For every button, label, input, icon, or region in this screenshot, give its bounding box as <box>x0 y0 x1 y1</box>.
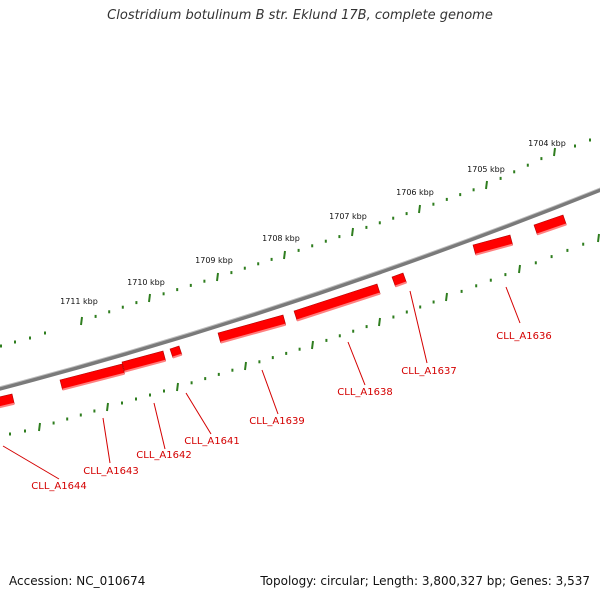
major-tick <box>485 180 488 190</box>
major-tick <box>283 250 286 260</box>
kbp-label-group: 1704 kbp 1705 kbp 1706 kbp 1707 kbp 1708 kbp… <box>60 139 566 306</box>
gene-feature-shadow <box>62 372 125 391</box>
gene-leader-line <box>2 445 60 480</box>
gene-feature-shadow <box>0 402 15 409</box>
gene-feature-shadow <box>395 281 407 288</box>
major-tick <box>351 227 354 237</box>
major-tick <box>597 233 600 243</box>
gene-feature <box>217 314 287 344</box>
gene-leader-line <box>153 402 166 450</box>
kbp-label: 1709 kbp <box>195 256 233 265</box>
major-tick <box>418 204 421 214</box>
gene-label: CLL_A1638 <box>337 387 392 398</box>
gene-feature <box>293 283 381 321</box>
kbp-label: 1710 kbp <box>127 278 165 287</box>
gene-label: CLL_A1643 <box>83 466 138 477</box>
map-title: Clostridium botulinum B str. Eklund 17B,… <box>107 8 493 23</box>
gene-feature-shadow <box>296 292 381 322</box>
gene-feature-shadow <box>124 359 166 373</box>
kbp-label: 1704 kbp <box>528 139 566 148</box>
major-tick <box>244 361 247 371</box>
accession-text: Accession: NC_010674 <box>9 574 146 588</box>
gene-feature <box>533 214 567 235</box>
gene-leader-line <box>505 286 521 324</box>
gene-feature-group <box>0 214 567 409</box>
gene-leader-line <box>409 290 428 364</box>
gene-leader-line <box>185 392 212 435</box>
outer-tick-track <box>0 138 591 348</box>
gene-label: CLL_A1639 <box>249 416 304 427</box>
major-tick <box>378 317 381 327</box>
gene-label-group: CLL_A1636 CLL_A1637 CLL_A1638 CLL_A1639 CLL_… <box>31 331 551 492</box>
gene-feature-shadow <box>475 243 513 256</box>
gene-leader-line <box>347 341 366 386</box>
major-tick <box>80 316 83 326</box>
gene-feature-shadow <box>172 353 183 359</box>
gene-feature-shadow <box>220 323 286 344</box>
major-tick <box>38 422 41 432</box>
gene-label: CLL_A1637 <box>401 366 456 377</box>
genome-backbone-highlight <box>0 187 600 388</box>
major-tick <box>216 272 219 282</box>
gene-leader-group <box>2 286 521 480</box>
major-tick <box>553 147 556 157</box>
major-tick <box>311 340 314 350</box>
major-tick <box>518 264 521 274</box>
gene-leader-line <box>102 417 111 464</box>
kbp-label: 1708 kbp <box>262 234 300 243</box>
gene-label: CLL_A1642 <box>136 450 191 461</box>
major-tick <box>148 293 151 303</box>
gene-leader-line <box>261 369 279 415</box>
genome-backbone <box>0 187 600 391</box>
kbp-label: 1705 kbp <box>467 165 505 174</box>
major-tick <box>445 292 448 302</box>
kbp-label: 1711 kbp <box>60 297 98 306</box>
topology-summary-text: Topology: circular; Length: 3,800,327 bp… <box>260 574 590 588</box>
gene-label: CLL_A1636 <box>496 331 551 342</box>
inner-tick-track <box>9 233 600 436</box>
major-tick <box>176 382 179 392</box>
gene-feature-shadow <box>536 223 567 236</box>
kbp-label: 1706 kbp <box>396 188 434 197</box>
gene-label: CLL_A1641 <box>184 436 239 447</box>
major-tick <box>106 402 109 412</box>
gene-label: CLL_A1644 <box>31 481 86 492</box>
kbp-label: 1707 kbp <box>329 212 367 221</box>
